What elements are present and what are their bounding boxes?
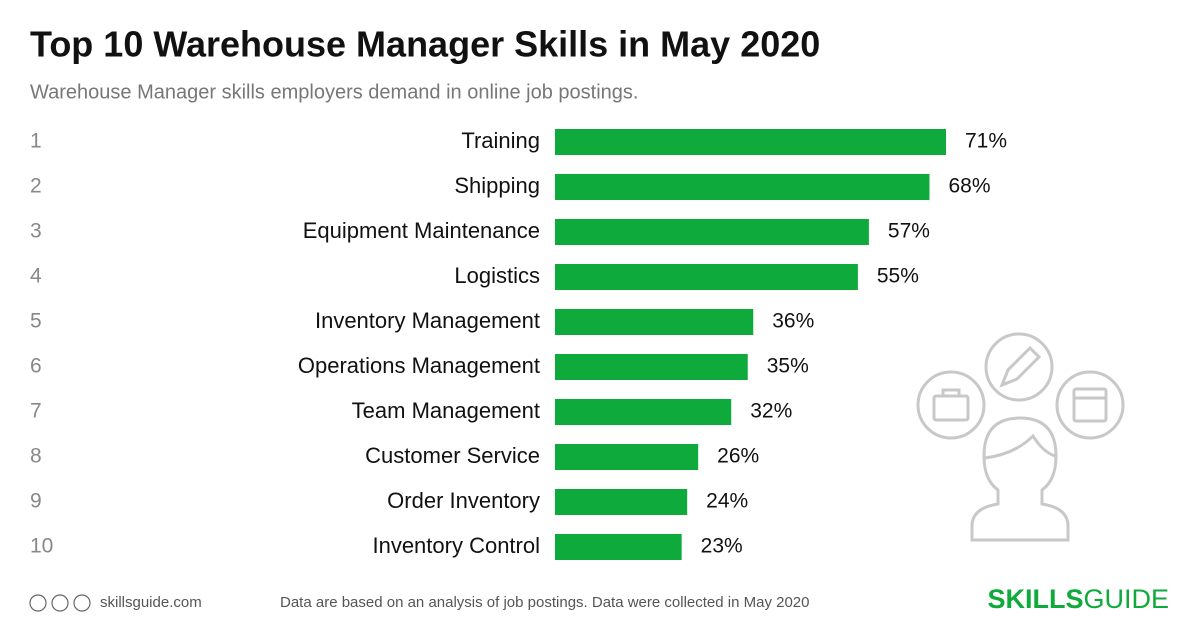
value-label: 57% (888, 220, 930, 243)
brand-light: GUIDE (1083, 584, 1169, 614)
rank-label: 10 (30, 535, 53, 558)
category-label: Logistics (454, 263, 540, 288)
category-label: Inventory Control (372, 533, 540, 558)
bar (555, 399, 732, 425)
footer-note: Data are based on an analysis of job pos… (280, 594, 809, 611)
value-label: 26% (717, 445, 759, 468)
value-label: 68% (948, 175, 990, 198)
category-label: Equipment Maintenance (303, 218, 540, 243)
rank-label: 8 (30, 445, 42, 468)
category-label: Training (461, 128, 540, 153)
chart-subtitle: Warehouse Manager skills employers deman… (30, 81, 638, 103)
bar (555, 129, 946, 155)
value-label: 71% (965, 130, 1007, 153)
rank-label: 7 (30, 400, 42, 423)
brand-bold: SKILLS (987, 584, 1083, 614)
rank-label: 6 (30, 355, 42, 378)
bar (555, 264, 858, 290)
value-label: 36% (772, 310, 814, 333)
rank-label: 1 (30, 130, 42, 153)
bar (555, 174, 930, 200)
bar (555, 534, 682, 560)
bar (555, 489, 688, 515)
rank-label: 9 (30, 490, 42, 513)
decorative-icon (916, 332, 1125, 542)
bar (555, 444, 699, 470)
value-label: 32% (750, 400, 792, 423)
category-label: Shipping (454, 173, 540, 198)
bar (555, 354, 748, 380)
category-label: Team Management (352, 398, 540, 423)
value-label: 23% (701, 535, 743, 558)
rank-label: 5 (30, 310, 42, 333)
rank-label: 4 (30, 265, 42, 288)
bar (555, 219, 869, 245)
rank-label: 3 (30, 220, 42, 243)
brand-logo: SKILLSGUIDE (987, 584, 1169, 614)
rank-label: 2 (30, 175, 42, 198)
value-label: 55% (877, 265, 919, 288)
category-label: Operations Management (298, 353, 540, 378)
chart-title: Top 10 Warehouse Manager Skills in May 2… (30, 24, 820, 65)
bar (555, 309, 754, 335)
value-label: 24% (706, 490, 748, 513)
category-label: Order Inventory (387, 488, 540, 513)
cc-icons (29, 594, 91, 612)
category-label: Inventory Management (315, 308, 540, 333)
category-label: Customer Service (365, 443, 540, 468)
footer-site: skillsguide.com (100, 594, 202, 611)
value-label: 35% (767, 355, 809, 378)
